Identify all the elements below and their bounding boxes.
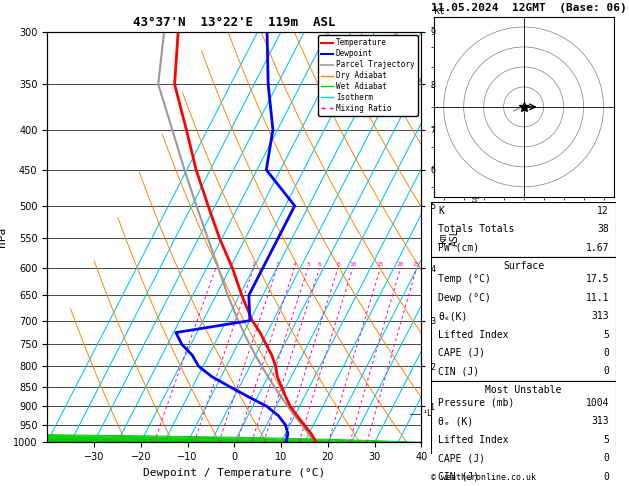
Text: 38: 38 bbox=[598, 225, 609, 234]
Text: 15: 15 bbox=[377, 262, 384, 267]
Text: 1: 1 bbox=[214, 262, 218, 267]
Title: 43°37'N  13°22'E  119m  ASL: 43°37'N 13°22'E 119m ASL bbox=[133, 16, 335, 29]
Text: Mixing Ratio (g/kg): Mixing Ratio (g/kg) bbox=[471, 190, 480, 284]
Text: Lifted Index: Lifted Index bbox=[438, 434, 509, 445]
Text: 12: 12 bbox=[598, 206, 609, 216]
Text: Totals Totals: Totals Totals bbox=[438, 225, 515, 234]
Text: θₑ(K): θₑ(K) bbox=[438, 311, 468, 321]
Legend: Temperature, Dewpoint, Parcel Trajectory, Dry Adiabat, Wet Adiabat, Isotherm, Mi: Temperature, Dewpoint, Parcel Trajectory… bbox=[318, 35, 418, 116]
Text: 313: 313 bbox=[591, 416, 609, 426]
Text: 1004: 1004 bbox=[586, 398, 609, 408]
Text: 11.1: 11.1 bbox=[586, 293, 609, 303]
Text: Dewp (°C): Dewp (°C) bbox=[438, 293, 491, 303]
Text: PW (cm): PW (cm) bbox=[438, 243, 479, 253]
Text: CIN (J): CIN (J) bbox=[438, 471, 479, 482]
Text: Surface: Surface bbox=[503, 261, 544, 271]
Text: 20: 20 bbox=[397, 262, 404, 267]
Text: ¹LCL: ¹LCL bbox=[422, 409, 442, 418]
Bar bbox=[431, 381, 616, 486]
X-axis label: Dewpoint / Temperature (°C): Dewpoint / Temperature (°C) bbox=[143, 468, 325, 478]
Bar bbox=[431, 257, 616, 381]
Text: 313: 313 bbox=[591, 311, 609, 321]
Text: 11.05.2024  12GMT  (Base: 06): 11.05.2024 12GMT (Base: 06) bbox=[431, 3, 627, 14]
Text: Temp (°C): Temp (°C) bbox=[438, 274, 491, 284]
Text: 0: 0 bbox=[603, 453, 609, 463]
Y-axis label: hPa: hPa bbox=[0, 227, 8, 247]
Text: 2: 2 bbox=[252, 262, 255, 267]
Text: 5: 5 bbox=[306, 262, 310, 267]
Text: © weatheronline.co.uk: © weatheronline.co.uk bbox=[431, 473, 537, 482]
Text: Lifted Index: Lifted Index bbox=[438, 330, 509, 340]
Text: 5: 5 bbox=[603, 434, 609, 445]
Text: 17.5: 17.5 bbox=[586, 274, 609, 284]
Text: Most Unstable: Most Unstable bbox=[486, 385, 562, 395]
Text: CAPE (J): CAPE (J) bbox=[438, 348, 486, 358]
Text: θₑ (K): θₑ (K) bbox=[438, 416, 474, 426]
Text: 10: 10 bbox=[349, 262, 357, 267]
Text: 4: 4 bbox=[292, 262, 296, 267]
Text: 6: 6 bbox=[318, 262, 321, 267]
Text: CIN (J): CIN (J) bbox=[438, 366, 479, 377]
Y-axis label: km
ASL: km ASL bbox=[438, 228, 460, 246]
Text: 5: 5 bbox=[603, 330, 609, 340]
Text: K: K bbox=[438, 206, 444, 216]
Text: CAPE (J): CAPE (J) bbox=[438, 453, 486, 463]
Text: 3: 3 bbox=[276, 262, 279, 267]
Text: 25: 25 bbox=[413, 262, 420, 267]
Bar bbox=[431, 202, 616, 257]
Text: kt: kt bbox=[434, 6, 445, 16]
Text: Pressure (mb): Pressure (mb) bbox=[438, 398, 515, 408]
Text: 8: 8 bbox=[336, 262, 340, 267]
Text: 0: 0 bbox=[603, 366, 609, 377]
Text: 0: 0 bbox=[603, 471, 609, 482]
Text: 0: 0 bbox=[603, 348, 609, 358]
Text: 1.67: 1.67 bbox=[586, 243, 609, 253]
